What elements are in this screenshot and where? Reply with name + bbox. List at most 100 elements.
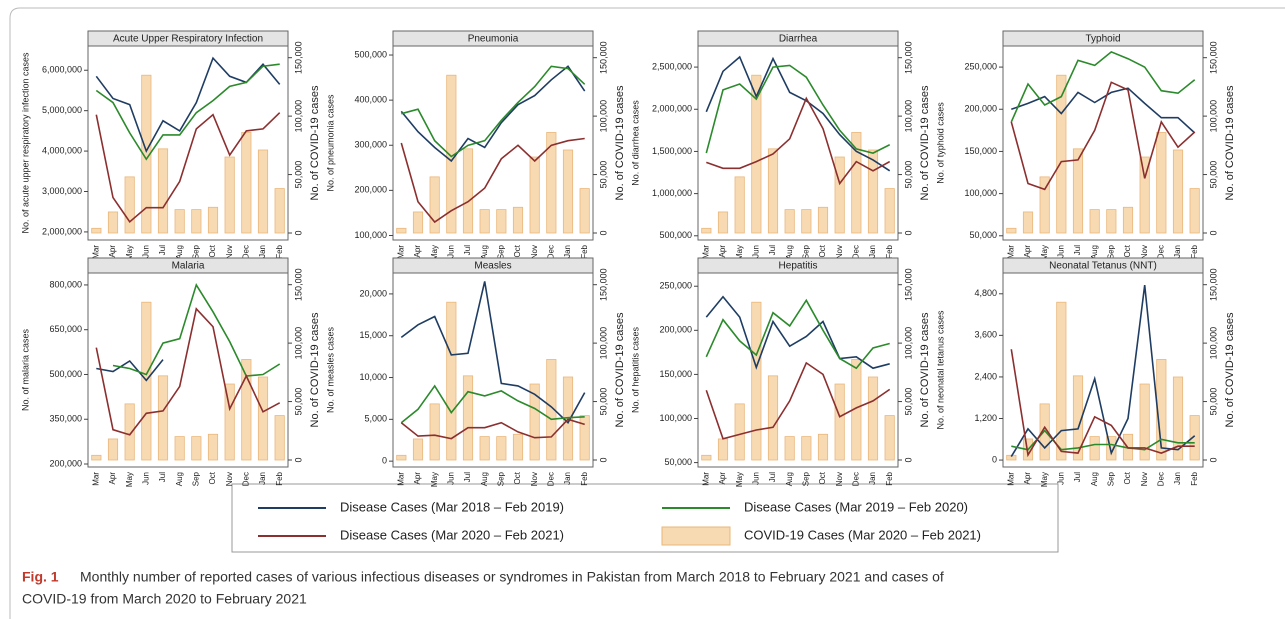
y-tick-label: 100,000 bbox=[964, 188, 997, 198]
y-tick-label: 300,000 bbox=[354, 140, 387, 150]
y-tick-label: 3,000,000 bbox=[42, 186, 82, 196]
x-tick-label: Jul bbox=[768, 245, 777, 255]
x-tick-label: Feb bbox=[885, 244, 894, 258]
covid-bar bbox=[1072, 375, 1084, 461]
covid-bar bbox=[274, 415, 285, 461]
x-tick-label: Aug bbox=[785, 245, 794, 259]
x-tick-label: Oct bbox=[1123, 244, 1132, 257]
y-tick-label: 200,000 bbox=[659, 325, 692, 335]
covid-bar bbox=[1139, 383, 1150, 461]
series-line bbox=[1011, 87, 1196, 134]
covid-bar bbox=[717, 438, 729, 461]
x-tick-label: Oct bbox=[513, 244, 522, 257]
y-tick-label: 5,000,000 bbox=[42, 105, 82, 115]
x-tick-label: Sep bbox=[191, 244, 200, 259]
y2-tick-label: 150,000 bbox=[903, 268, 913, 301]
x-tick-label: Dec bbox=[1156, 245, 1165, 259]
x-tick-label: Apr bbox=[108, 472, 117, 485]
y-tick-label: 2,000,000 bbox=[652, 104, 692, 114]
covid-bar bbox=[767, 375, 779, 461]
covid-bar bbox=[257, 149, 269, 234]
y-tick-label: 250,000 bbox=[659, 281, 692, 291]
y-tick-label: 500,000 bbox=[659, 230, 692, 240]
y2-tick-label: 100,000 bbox=[598, 100, 608, 133]
y-tick-label: 10,000 bbox=[359, 372, 387, 382]
covid-bar bbox=[734, 403, 745, 461]
x-tick-label: Mar bbox=[701, 245, 710, 259]
x-tick-label: Jun bbox=[751, 245, 760, 258]
x-tick-label: Jul bbox=[158, 245, 167, 255]
x-tick-label: Feb bbox=[885, 471, 894, 485]
covid-bar bbox=[717, 211, 729, 234]
covid-bar bbox=[512, 206, 524, 234]
y-tick-label: 650,000 bbox=[49, 324, 82, 334]
plot-area bbox=[697, 272, 899, 468]
y2-tick-label: 150,000 bbox=[598, 41, 608, 74]
y-tick-label: 150,000 bbox=[964, 146, 997, 156]
x-tick-label: Jan bbox=[258, 245, 267, 258]
y2-tick-label: 0 bbox=[1208, 457, 1218, 462]
x-tick-label: Nov bbox=[835, 472, 844, 486]
y2-tick-label: 100,000 bbox=[293, 327, 303, 360]
x-tick-label: Mar bbox=[91, 472, 100, 486]
x-tick-label: Feb bbox=[580, 471, 589, 485]
covid-bar bbox=[141, 74, 152, 234]
plot-area bbox=[392, 272, 594, 468]
y-tick-label: 200,000 bbox=[964, 104, 997, 114]
covid-bar bbox=[801, 209, 812, 234]
x-tick-label: Nov bbox=[530, 245, 539, 259]
y2-tick-label: 50,000 bbox=[903, 161, 913, 189]
panel-title: Diarrhea bbox=[779, 34, 818, 45]
y-tick-label: 6,000,000 bbox=[42, 65, 82, 75]
covid-bar bbox=[1039, 403, 1050, 461]
x-tick-label: Apr bbox=[1023, 472, 1032, 485]
covid-bar bbox=[91, 227, 102, 234]
series-line bbox=[1011, 429, 1195, 451]
y-tick-label: 350,000 bbox=[49, 414, 82, 424]
x-tick-label: Apr bbox=[718, 245, 727, 258]
x-tick-label: Sep bbox=[496, 244, 505, 259]
covid-bar bbox=[884, 415, 895, 461]
covid-bar bbox=[1089, 436, 1100, 461]
covid-bar bbox=[1022, 211, 1034, 234]
y-tick-label: 20,000 bbox=[359, 288, 387, 298]
x-tick-label: Jul bbox=[463, 245, 472, 255]
series-line bbox=[1010, 285, 1196, 458]
y2-tick-label: 0 bbox=[293, 457, 303, 462]
y2-tick-label: 100,000 bbox=[293, 100, 303, 133]
series-line bbox=[706, 96, 891, 186]
y-axis-label: No. of pneumonia cases bbox=[325, 94, 335, 192]
y-axis-label: No. of neonatal tetanus cases bbox=[935, 310, 945, 430]
covid-bar bbox=[462, 148, 474, 234]
x-tick-label: Dec bbox=[851, 245, 860, 259]
y2-axis-label: No. of COVID-19 cases bbox=[1224, 85, 1236, 200]
covid-bar bbox=[191, 209, 202, 234]
x-tick-label: Dec bbox=[241, 472, 250, 486]
x-tick-label: Jun bbox=[446, 245, 455, 258]
plot-area bbox=[1002, 272, 1204, 468]
x-tick-label: Sep bbox=[1106, 471, 1115, 486]
covid-bar bbox=[834, 383, 845, 461]
series-line bbox=[401, 65, 586, 158]
covid-bar bbox=[446, 301, 457, 461]
y-axis-label: No. of diarrhea cases bbox=[630, 100, 640, 186]
y-axis-label: No. of measles cases bbox=[325, 326, 335, 413]
y-tick-label: 50,000 bbox=[664, 457, 692, 467]
x-tick-label: Dec bbox=[546, 245, 555, 259]
covid-bar bbox=[107, 211, 119, 234]
x-tick-label: Jun bbox=[141, 245, 150, 258]
covid-bar bbox=[412, 211, 424, 234]
covid-bar bbox=[241, 132, 252, 234]
y2-tick-label: 50,000 bbox=[598, 161, 608, 189]
panel-title: Pneumonia bbox=[468, 34, 519, 45]
series-line bbox=[400, 418, 585, 440]
x-tick-label: Jul bbox=[158, 472, 167, 482]
x-tick-label: Aug bbox=[480, 472, 489, 486]
covid-bar bbox=[157, 148, 169, 234]
x-tick-label: Apr bbox=[413, 245, 422, 258]
y-tick-label: 500,000 bbox=[354, 49, 387, 59]
series-line bbox=[1010, 81, 1196, 191]
covid-bar bbox=[767, 148, 779, 234]
series-line bbox=[400, 281, 586, 424]
x-tick-label: Jan bbox=[1173, 472, 1182, 485]
